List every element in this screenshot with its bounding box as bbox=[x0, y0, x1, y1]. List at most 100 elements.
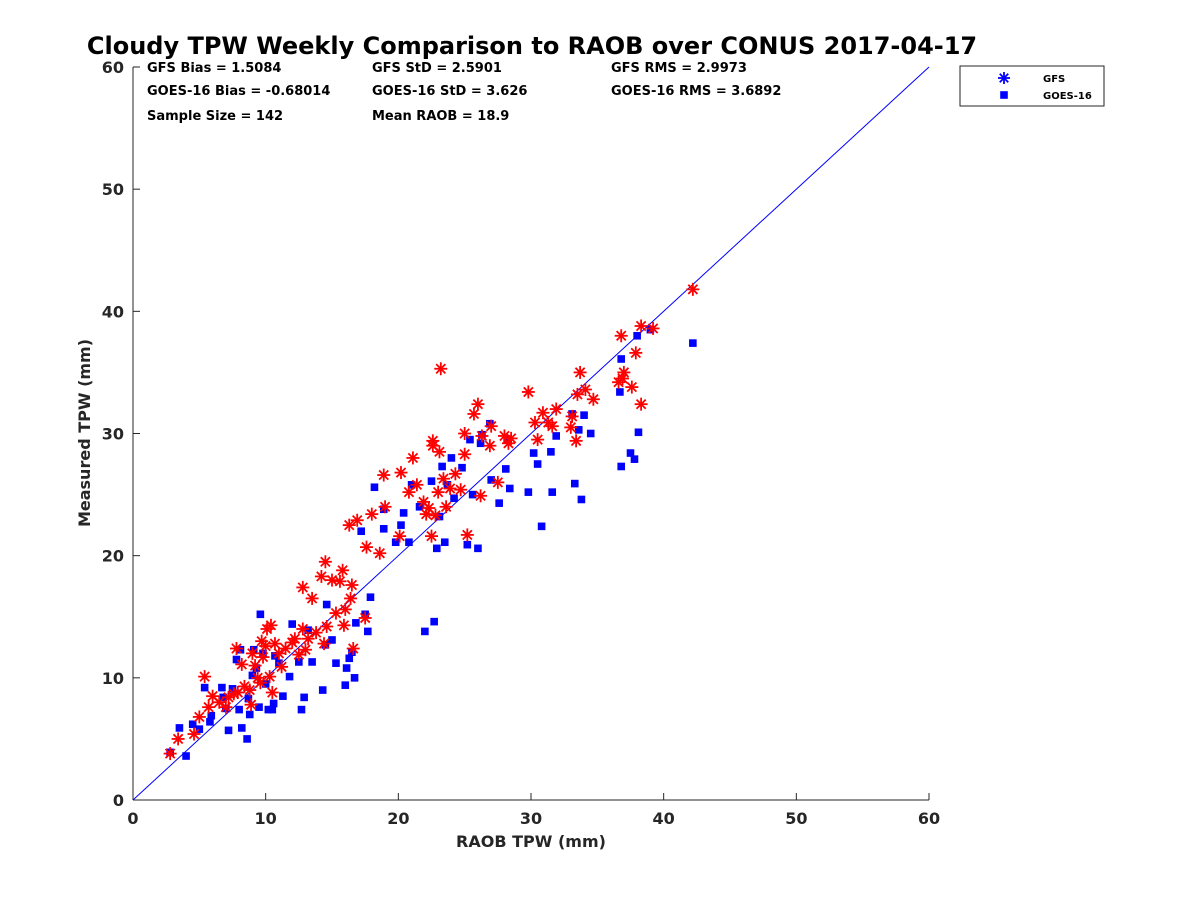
legend: GFS GOES-16 bbox=[959, 65, 1105, 107]
goes16-point bbox=[524, 488, 533, 496]
gfs-point bbox=[253, 676, 267, 690]
goes16-point bbox=[244, 694, 253, 703]
goes16-point bbox=[468, 490, 477, 499]
goes16-point bbox=[243, 735, 251, 743]
legend-label: GOES-16 bbox=[1043, 91, 1092, 102]
goes16-point bbox=[476, 439, 485, 448]
goes16-point bbox=[322, 600, 331, 609]
goes16-point bbox=[295, 658, 303, 666]
gfs-point bbox=[504, 431, 518, 445]
gfs-point bbox=[192, 710, 206, 724]
x-tick-label: 20 bbox=[387, 809, 409, 828]
goes16-point bbox=[366, 593, 375, 602]
gfs-point bbox=[235, 657, 249, 671]
gfs-point bbox=[198, 670, 212, 684]
goes16-point bbox=[288, 620, 296, 628]
goes16-point bbox=[537, 522, 546, 531]
gfs-point bbox=[431, 485, 445, 499]
goes16-point bbox=[646, 325, 655, 334]
y-tick-label: 60 bbox=[102, 58, 124, 77]
gfs-point bbox=[296, 622, 310, 636]
gfs-point bbox=[474, 489, 488, 503]
goes16-point bbox=[256, 610, 265, 619]
gfs-point bbox=[346, 642, 360, 656]
gfs-point bbox=[243, 683, 257, 697]
stat-label: GFS Bias = 1.5084 bbox=[147, 61, 281, 76]
goes16-point bbox=[245, 710, 254, 719]
goes16-point bbox=[297, 705, 306, 714]
gfs-point bbox=[288, 632, 302, 646]
goes16-point bbox=[350, 674, 359, 682]
legend-goes16-marker bbox=[1000, 91, 1008, 99]
gfs-point bbox=[545, 419, 559, 433]
goes16-point bbox=[248, 671, 257, 680]
stat-label: Mean RAOB = 18.9 bbox=[372, 109, 509, 124]
goes16-point bbox=[370, 483, 379, 492]
goes16-point bbox=[224, 726, 233, 735]
gfs-point bbox=[358, 611, 372, 625]
goes16-point bbox=[175, 724, 184, 732]
legend-box bbox=[959, 65, 1105, 107]
series-gfs bbox=[163, 282, 700, 761]
goes16-point bbox=[505, 484, 514, 493]
gfs-point bbox=[460, 528, 474, 542]
gfs-point bbox=[458, 447, 472, 461]
goes16-point bbox=[463, 540, 472, 549]
gfs-point bbox=[275, 660, 289, 674]
goes16-point bbox=[269, 699, 278, 708]
gfs-point bbox=[296, 580, 310, 594]
gfs-point bbox=[436, 472, 450, 486]
stat-label: GFS StD = 2.5901 bbox=[372, 61, 502, 76]
gfs-point bbox=[578, 383, 592, 397]
goes16-point bbox=[328, 636, 336, 644]
gfs-point bbox=[171, 732, 185, 746]
goes16-point bbox=[391, 538, 400, 547]
gfs-point bbox=[573, 365, 587, 379]
gfs-point bbox=[458, 427, 472, 440]
gfs-point bbox=[317, 637, 331, 651]
x-axis-label: RAOB TPW (mm) bbox=[456, 832, 606, 851]
gfs-point bbox=[443, 481, 457, 495]
goes16-point bbox=[341, 681, 350, 689]
goes16-point bbox=[364, 627, 372, 636]
x-tick-label: 30 bbox=[520, 809, 542, 828]
goes16-point bbox=[548, 488, 557, 496]
goes16-point bbox=[200, 683, 209, 692]
gfs-point bbox=[248, 659, 262, 673]
legend-label: GFS bbox=[1043, 74, 1065, 85]
gfs-point bbox=[344, 591, 358, 605]
goes16-point bbox=[689, 339, 697, 347]
gfs-point bbox=[333, 574, 347, 588]
gfs-point bbox=[425, 529, 438, 543]
goes16-point bbox=[279, 692, 287, 700]
gfs-point bbox=[434, 362, 448, 376]
x-tick-label: 10 bbox=[255, 809, 277, 828]
y-tick-label: 40 bbox=[102, 302, 124, 321]
gfs-point bbox=[314, 569, 328, 583]
gfs-point bbox=[305, 591, 319, 605]
goes16-point bbox=[261, 680, 270, 688]
goes16-point bbox=[342, 664, 351, 672]
goes16-point bbox=[332, 659, 340, 667]
gfs-point bbox=[521, 385, 535, 399]
goes16-point bbox=[570, 479, 579, 488]
gfs-point bbox=[365, 507, 379, 521]
goes16-point bbox=[447, 454, 456, 462]
goes16-point bbox=[634, 428, 643, 437]
gfs-point bbox=[406, 451, 420, 465]
goes16-point bbox=[547, 448, 555, 456]
gfs-point bbox=[272, 646, 286, 660]
goes16-point bbox=[399, 509, 408, 517]
gfs-point bbox=[565, 409, 579, 423]
gfs-point bbox=[614, 329, 628, 343]
goes16-point bbox=[195, 725, 204, 733]
gfs-point bbox=[428, 508, 442, 522]
gfs-point bbox=[454, 483, 468, 497]
goes16-point bbox=[405, 538, 413, 547]
goes16-point bbox=[438, 462, 446, 471]
goes16-point bbox=[458, 463, 466, 472]
goes16-point bbox=[466, 435, 474, 444]
gfs-point bbox=[187, 727, 201, 741]
stat-label: GFS RMS = 2.9973 bbox=[611, 61, 747, 76]
goes16-point bbox=[345, 654, 354, 663]
